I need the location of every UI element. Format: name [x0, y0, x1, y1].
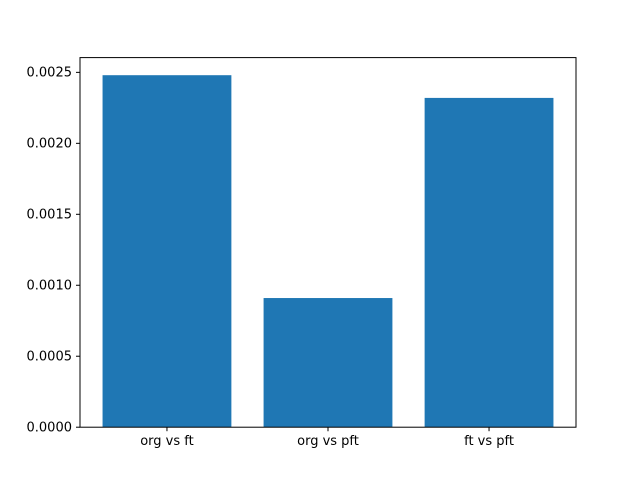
bar-org-vs-ft: [102, 75, 232, 428]
y-tick-label: 0.0010: [27, 278, 73, 293]
y-tick-label: 0.0025: [27, 66, 73, 81]
x-tick-label-org-vs-pft: org vs pft: [297, 434, 359, 449]
bar-org-vs-pft: [263, 298, 393, 428]
bar-ft-vs-pft: [424, 97, 554, 428]
y-tick-label: 0.0020: [27, 136, 73, 151]
y-tick-label: 0.0000: [27, 420, 73, 435]
x-tick-label-org-vs-ft: org vs ft: [140, 434, 194, 449]
x-tick-label-ft-vs-pft: ft vs pft: [464, 434, 514, 449]
y-tick-label: 0.0015: [27, 207, 73, 222]
y-tick-label: 0.0005: [27, 349, 73, 364]
